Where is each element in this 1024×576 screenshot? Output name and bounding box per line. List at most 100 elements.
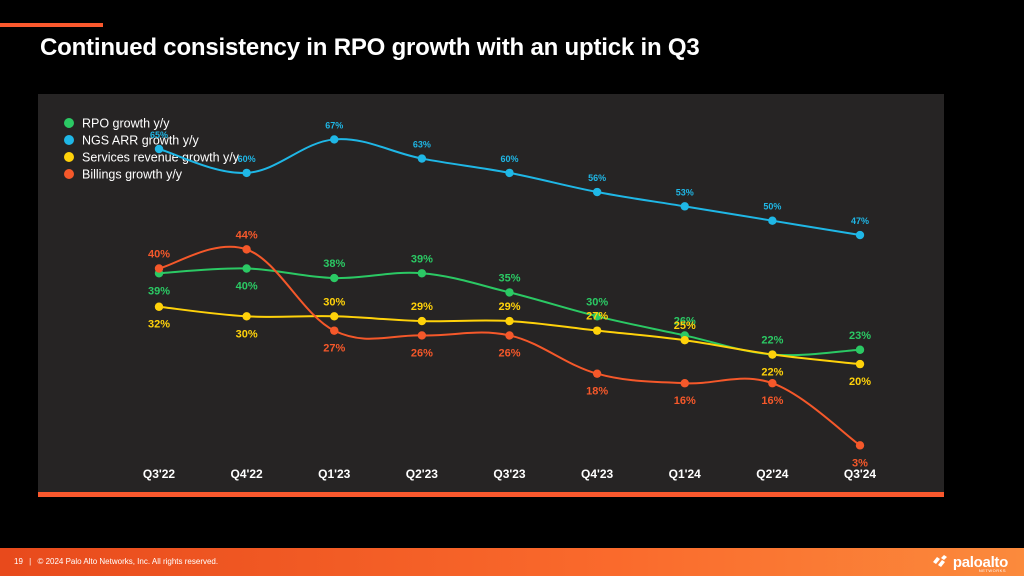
data-label: 29% — [498, 301, 520, 313]
data-label: 23% — [849, 330, 871, 342]
chart-bottom-accent — [38, 492, 944, 497]
data-point — [505, 168, 514, 178]
data-point — [330, 273, 339, 283]
x-tick-label: Q4'23 — [581, 467, 614, 481]
data-label: 27% — [586, 311, 608, 323]
chart-points — [154, 135, 865, 450]
data-label: 44% — [236, 229, 258, 241]
data-label: 25% — [674, 320, 696, 332]
x-axis-tick-labels: Q3'22 Q4'22 Q1'23 Q2'23 Q3'23 Q4'23 Q1'24 Q2'24… — [143, 467, 877, 481]
legend-label: Services revenue growth y/y — [82, 151, 240, 165]
copyright-text: © 2024 Palo Alto Networks, Inc. All righ… — [37, 557, 219, 566]
data-point — [242, 312, 251, 321]
data-label: 60% — [500, 154, 518, 164]
data-point — [768, 216, 777, 225]
legend-label: NGS ARR growth y/y — [82, 134, 199, 148]
data-point — [505, 316, 514, 326]
chart-data-labels: 39% 40% 38% 39% 35% 30% 26% 22% 23% 65% 60% 67% 63% 6… — [148, 120, 871, 469]
data-label: 26% — [674, 315, 696, 327]
data-label: 65% — [150, 130, 168, 140]
data-label: 26% — [411, 347, 433, 359]
data-point — [330, 312, 339, 321]
data-label: 38% — [323, 258, 345, 270]
data-label: 26% — [498, 347, 520, 359]
x-tick-label: Q1'24 — [669, 467, 702, 481]
line-chart: RPO growth y/y NGS ARR growth y/y Services… — [64, 117, 877, 481]
x-tick-label: Q2'23 — [406, 467, 439, 481]
data-label: 40% — [236, 281, 258, 293]
data-point — [855, 345, 865, 354]
data-label: 32% — [148, 319, 170, 331]
legend-marker — [64, 135, 74, 145]
x-tick-label: Q4'22 — [231, 467, 264, 481]
data-point — [855, 441, 865, 450]
page-number: 19 — [14, 557, 23, 566]
data-point — [680, 379, 689, 388]
slide-title: Continued consistency in RPO growth with… — [40, 34, 700, 61]
data-label: 53% — [676, 187, 694, 197]
data-point — [505, 331, 514, 340]
data-point — [242, 168, 251, 178]
data-point — [680, 202, 689, 211]
data-point — [592, 326, 602, 335]
legend-marker — [64, 169, 74, 179]
x-tick-label: Q2'24 — [756, 467, 789, 481]
data-point — [505, 288, 514, 297]
paloalto-logo: paloalto NETWORKS — [931, 553, 1008, 573]
x-tick-label: Q1'23 — [318, 467, 351, 481]
data-point — [242, 264, 251, 273]
data-label: 27% — [323, 343, 345, 355]
data-point — [768, 350, 777, 359]
data-label: 67% — [325, 120, 343, 130]
data-point — [330, 326, 339, 335]
data-label: 47% — [851, 216, 869, 226]
x-tick-label: Q3'24 — [844, 467, 877, 481]
chart-panel: RPO growth y/y NGS ARR growth y/y Services… — [38, 94, 944, 494]
footer-bar: 19 | © 2024 Palo Alto Networks, Inc. All… — [0, 548, 1024, 576]
data-label: 63% — [413, 140, 431, 150]
paloalto-logo-icon — [932, 555, 947, 567]
data-label: 40% — [148, 249, 170, 261]
data-point — [242, 245, 251, 254]
data-point — [154, 302, 164, 311]
data-label: 16% — [674, 395, 696, 407]
data-label: 22% — [761, 367, 783, 379]
logo-subtext: NETWORKS — [978, 568, 1006, 573]
chart-legend: RPO growth y/y NGS ARR growth y/y Services… — [64, 117, 240, 182]
data-label: 30% — [236, 328, 258, 340]
footer-text: 19 | © 2024 Palo Alto Networks, Inc. All… — [14, 557, 222, 566]
data-label: 29% — [411, 301, 433, 313]
data-point — [154, 264, 164, 273]
footer-separator: | — [29, 557, 32, 566]
data-label: 16% — [761, 395, 783, 407]
x-tick-label: Q3'22 — [143, 467, 176, 481]
data-point — [855, 230, 865, 240]
data-label: 56% — [588, 173, 606, 183]
data-label: 22% — [761, 335, 783, 347]
data-label: 30% — [586, 296, 608, 308]
data-label: 60% — [238, 154, 256, 164]
data-label: 35% — [498, 272, 520, 284]
data-point — [592, 187, 602, 197]
data-point — [592, 312, 602, 321]
data-point — [417, 154, 427, 163]
data-point — [330, 135, 339, 144]
legend-label: Billings growth y/y — [82, 168, 183, 182]
data-point — [592, 369, 602, 378]
data-label: 18% — [586, 386, 608, 398]
data-point — [855, 359, 865, 369]
logo-wordmark: paloalto — [952, 553, 1008, 571]
legend-marker — [64, 118, 74, 128]
data-label: 3% — [852, 457, 868, 469]
data-point — [680, 336, 689, 345]
legend-marker — [64, 152, 74, 162]
data-point — [154, 144, 164, 154]
data-label: 30% — [323, 296, 345, 308]
data-point — [417, 316, 427, 326]
data-point — [768, 379, 777, 388]
data-point — [417, 331, 427, 340]
title-accent-bar — [0, 23, 103, 27]
data-label: 20% — [849, 376, 871, 388]
data-point — [417, 269, 427, 278]
data-label: 39% — [148, 285, 170, 297]
